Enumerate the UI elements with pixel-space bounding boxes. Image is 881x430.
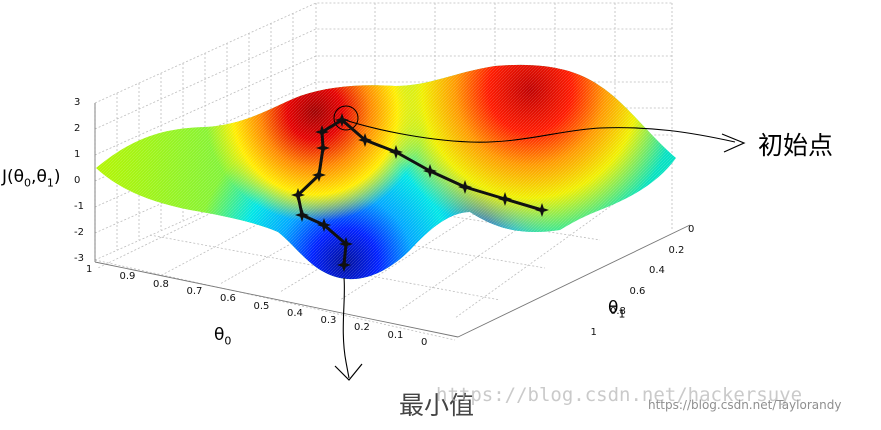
star-marker-icon: [498, 192, 512, 206]
star-marker-icon: [335, 113, 349, 127]
theta0-tick-label: 0.4: [287, 307, 303, 319]
theta1-tick-label: 1: [590, 326, 597, 338]
star-marker-icon: [291, 188, 305, 202]
z-tick-label: 0: [74, 175, 81, 186]
z-tick-label: 1: [74, 149, 81, 160]
min-pointer-line: [342, 277, 350, 379]
z-axis-label: J(θ0,θ1): [2, 167, 61, 190]
star-marker-icon: [339, 237, 353, 251]
z-tick-label: -3: [74, 253, 84, 264]
axis-frame: [94, 103, 691, 338]
star-marker-icon: [458, 180, 472, 194]
star-marker-icon: [317, 218, 331, 232]
theta0-tick-label: 0.5: [253, 300, 270, 312]
watermark-main: https://blog.csdn.net/hackersuye: [436, 384, 803, 406]
z-tick-label: 2: [74, 123, 81, 134]
theta0-tick-label: 0.3: [320, 315, 337, 327]
star-marker-icon: [337, 258, 351, 272]
start-point-label: 初始点: [758, 131, 834, 160]
z-tick-label: 3: [74, 97, 81, 108]
star-marker-icon: [295, 208, 309, 222]
star-marker-icon: [312, 168, 326, 182]
theta0-tick-label: 0.1: [387, 329, 404, 341]
theta0-tick-label: 0.7: [186, 285, 203, 297]
star-marker-icon: [315, 125, 329, 139]
theta0-tick-label: 0.6: [220, 293, 236, 305]
theta1-tick-label: 0.6: [629, 285, 646, 297]
theta0-tick-label: 0.9: [119, 271, 136, 283]
star-marker-icon: [358, 133, 372, 147]
theta1-axis-label: θ1: [608, 298, 626, 321]
theta0-tick-label: 0: [421, 337, 428, 348]
theta0-tick-label: 1: [86, 264, 93, 275]
theta0-tick-label: 0.8: [153, 278, 169, 290]
minimum-label: 最小值: [399, 391, 475, 420]
theta1-tick-label: 0: [688, 224, 695, 235]
start-circle: [333, 105, 359, 131]
star-marker-icon: [316, 141, 330, 155]
star-marker-icon: [423, 164, 437, 178]
arrow-icon: [721, 133, 746, 153]
start-pointer-line: [344, 119, 736, 143]
theta0-tick-label: 0.2: [354, 322, 370, 334]
theta1-tick-label: 0.2: [668, 244, 685, 256]
theta1-tick-label: 0.4: [649, 265, 665, 276]
z-tick-label: -2: [74, 227, 84, 238]
cost-surface: [96, 64, 676, 280]
star-marker-icon: [389, 145, 403, 159]
watermark-small: https://blog.csdn.net/Taylorandy: [648, 398, 842, 412]
z-tick-label: -1: [74, 201, 84, 212]
star-marker-icon: [535, 203, 549, 217]
theta0-axis-label: θ0: [214, 325, 232, 348]
theta1-tick-label: 0.8: [610, 306, 626, 317]
arrow-icon: [334, 363, 363, 381]
step-markers: [291, 113, 549, 272]
